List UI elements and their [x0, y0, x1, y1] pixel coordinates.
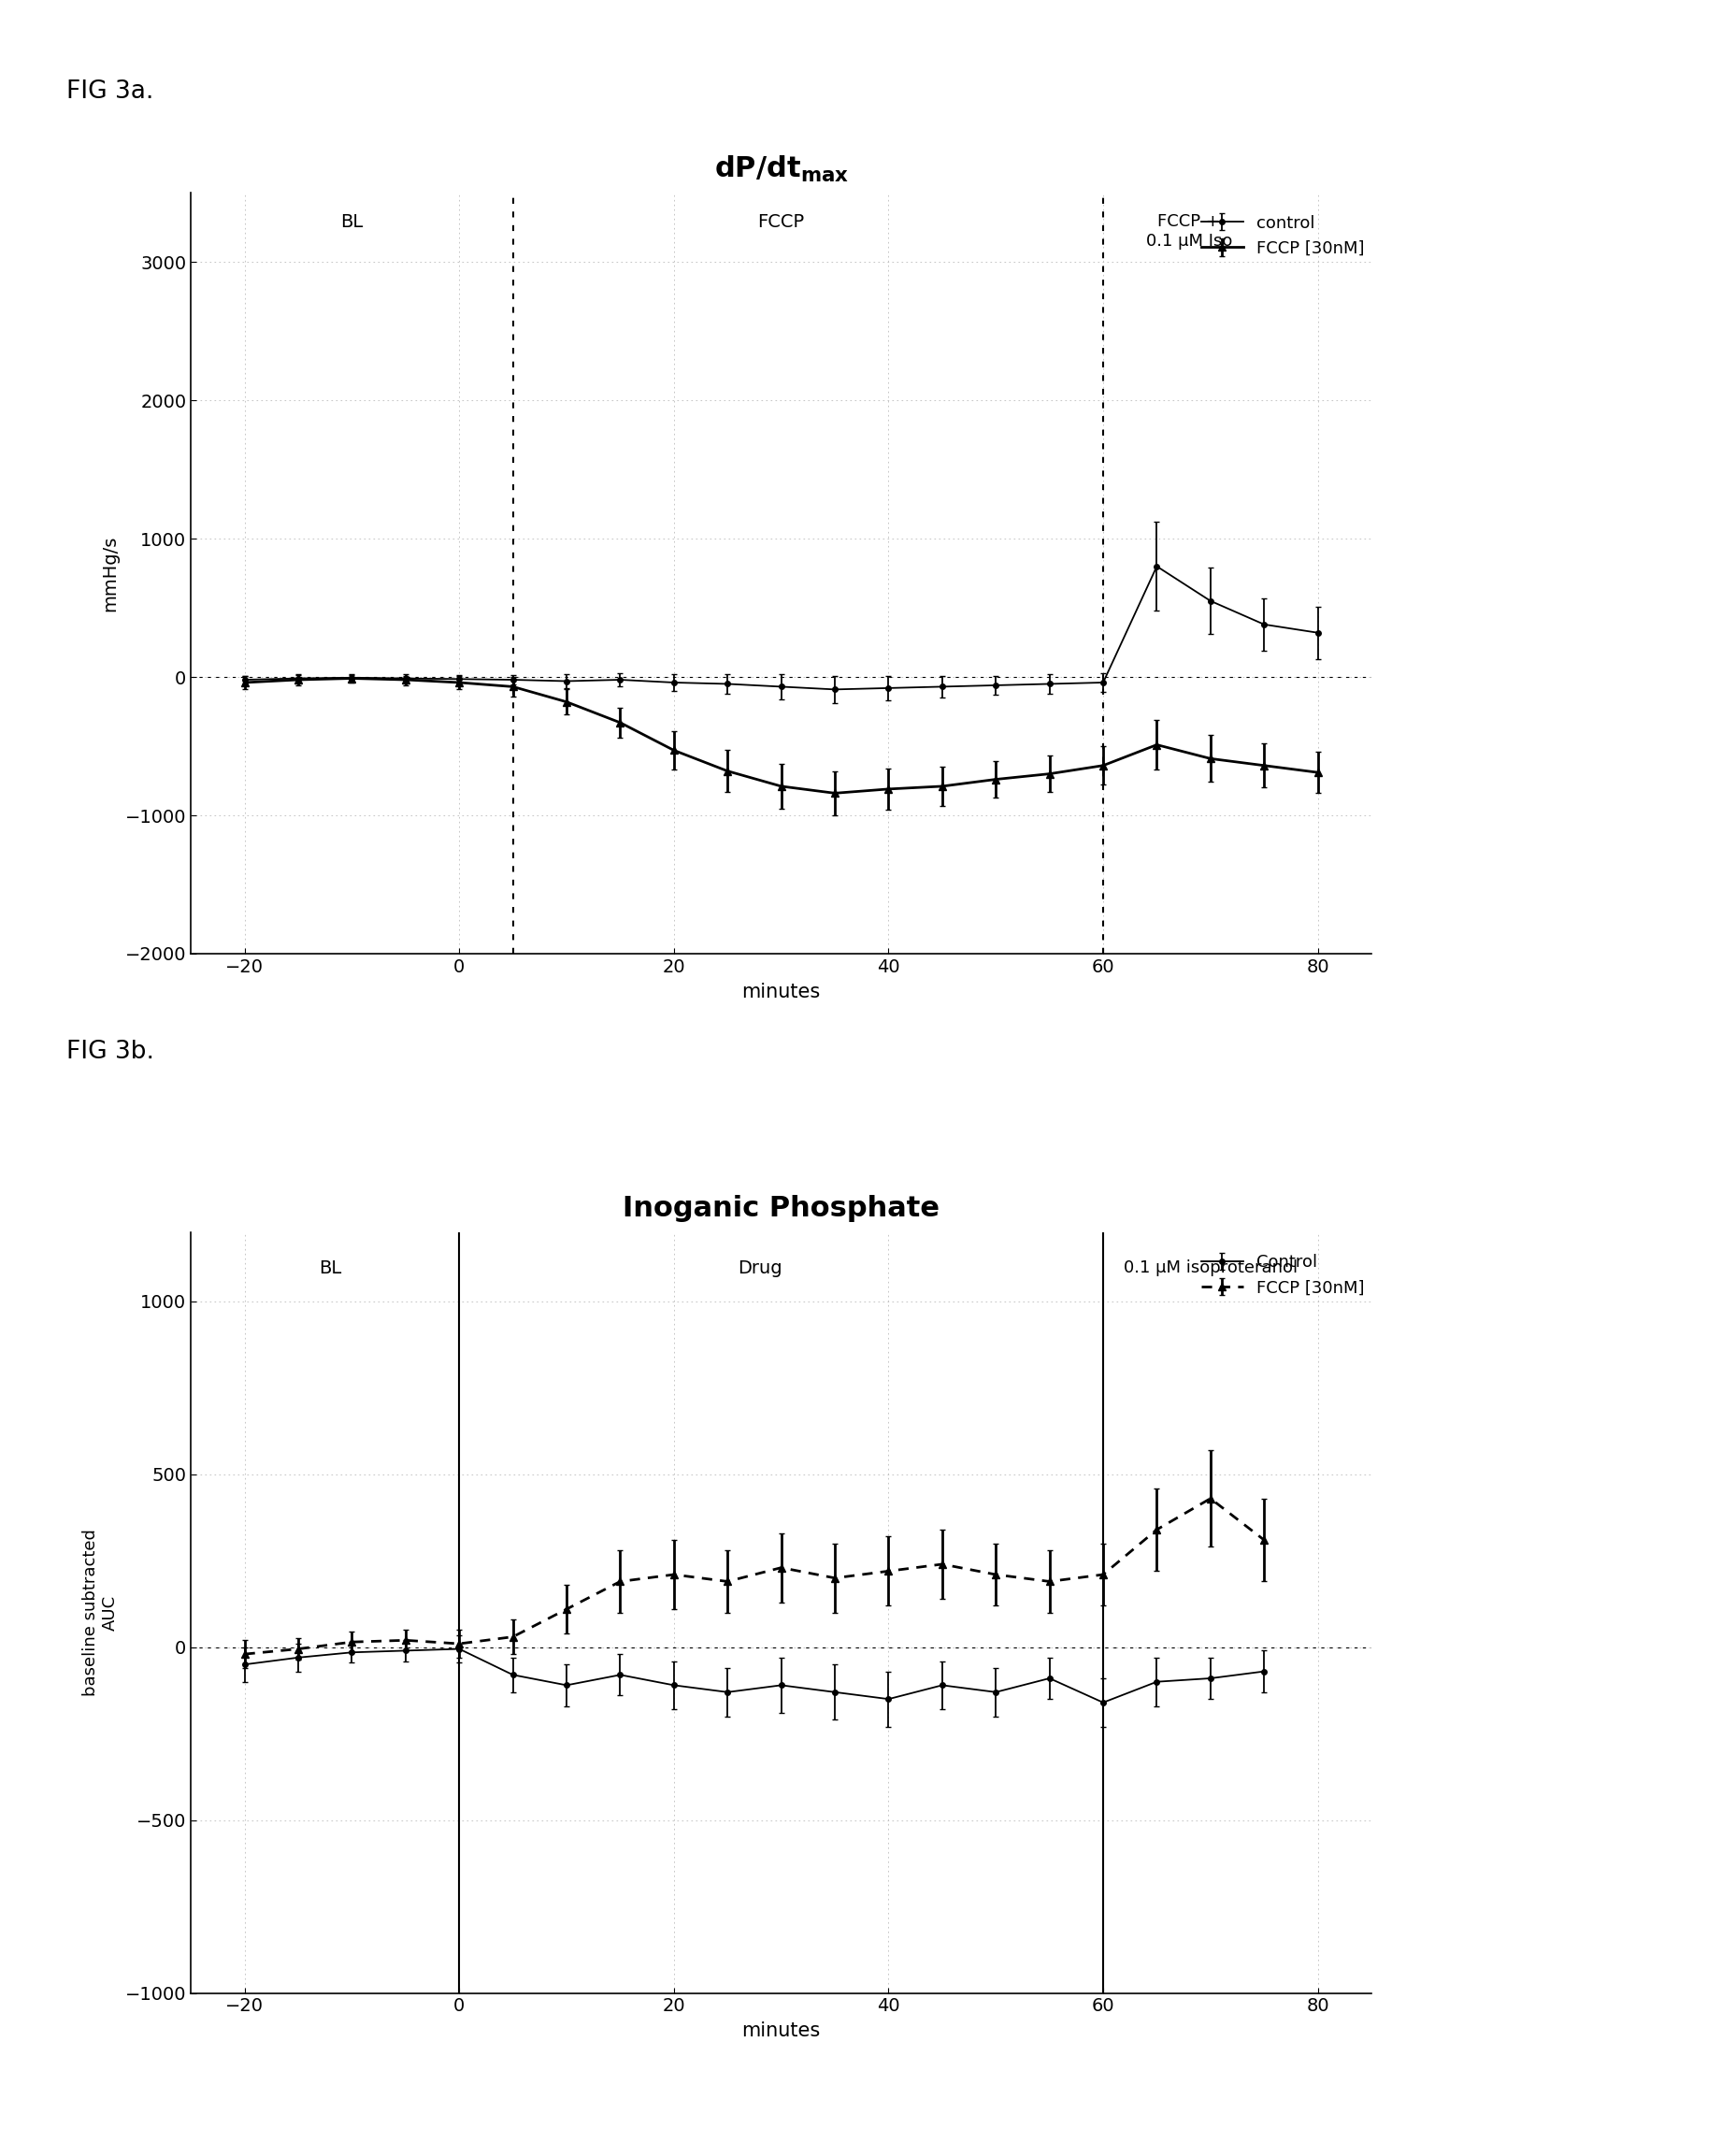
Text: FCCP +
0.1 μM Iso: FCCP + 0.1 μM Iso [1146, 214, 1233, 251]
Text: BL: BL [340, 214, 363, 231]
Text: 0.1 μM isoproteranol: 0.1 μM isoproteranol [1123, 1260, 1297, 1277]
Text: BL: BL [319, 1260, 342, 1277]
X-axis label: minutes: minutes [741, 981, 821, 1001]
Legend: control, FCCP [30nM]: control, FCCP [30nM] [1194, 208, 1371, 264]
Y-axis label: baseline subtracted
AUC: baseline subtracted AUC [82, 1528, 118, 1697]
Text: Drug: Drug [738, 1260, 781, 1277]
Text: FCCP: FCCP [759, 214, 804, 231]
X-axis label: minutes: minutes [741, 2021, 821, 2040]
Text: FIG 3a.: FIG 3a. [66, 79, 153, 103]
Legend: Control, FCCP [30nM]: Control, FCCP [30nM] [1194, 1247, 1371, 1303]
Title: Inoganic Phosphate: Inoganic Phosphate [623, 1196, 939, 1222]
Title: dP/dt$_{\mathbf{max}}$: dP/dt$_{\mathbf{max}}$ [713, 154, 849, 184]
Text: FIG 3b.: FIG 3b. [66, 1039, 155, 1063]
Y-axis label: mmHg/s: mmHg/s [101, 536, 118, 611]
